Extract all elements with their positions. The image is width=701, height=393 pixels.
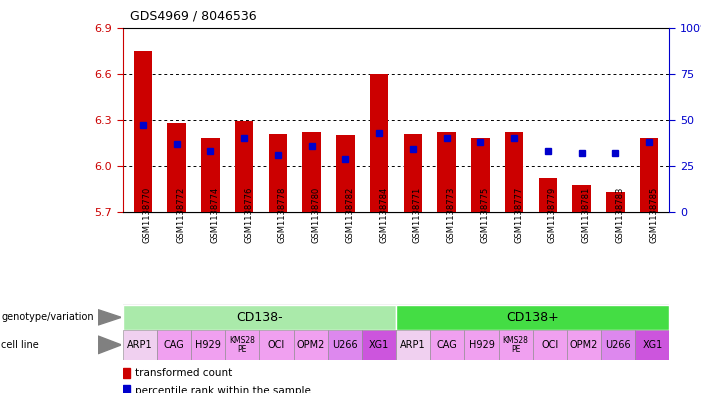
Bar xyxy=(396,305,669,330)
Text: GSM1138770: GSM1138770 xyxy=(143,187,152,243)
Bar xyxy=(235,121,254,212)
Bar xyxy=(498,330,533,360)
Text: CD138+: CD138+ xyxy=(506,311,559,324)
Text: percentile rank within the sample: percentile rank within the sample xyxy=(135,386,311,393)
Text: CAG: CAG xyxy=(163,340,184,350)
Bar xyxy=(328,330,362,360)
Bar xyxy=(225,330,259,360)
Bar xyxy=(538,178,557,212)
Bar xyxy=(404,134,422,212)
Bar xyxy=(201,138,219,212)
Bar xyxy=(362,330,396,360)
Bar xyxy=(134,51,152,212)
Bar xyxy=(168,123,186,212)
Text: U266: U266 xyxy=(332,340,358,350)
Text: GSM1138774: GSM1138774 xyxy=(210,187,219,243)
Text: KMS28
PE: KMS28 PE xyxy=(503,336,529,354)
Bar xyxy=(302,132,321,212)
Text: CAG: CAG xyxy=(437,340,458,350)
Bar xyxy=(396,330,430,360)
Text: H929: H929 xyxy=(468,340,494,350)
Bar xyxy=(567,330,601,360)
Text: XG1: XG1 xyxy=(369,340,389,350)
Polygon shape xyxy=(98,310,121,325)
Text: H929: H929 xyxy=(195,340,221,350)
Text: OPM2: OPM2 xyxy=(297,340,325,350)
Text: genotype/variation: genotype/variation xyxy=(1,312,94,322)
Text: GSM1138771: GSM1138771 xyxy=(413,187,422,243)
Text: cell line: cell line xyxy=(1,340,39,350)
Text: transformed count: transformed count xyxy=(135,368,232,378)
Text: OPM2: OPM2 xyxy=(570,340,598,350)
Text: KMS28
PE: KMS28 PE xyxy=(229,336,255,354)
Text: GSM1138780: GSM1138780 xyxy=(312,187,320,243)
Bar xyxy=(157,330,191,360)
Text: OCI: OCI xyxy=(541,340,559,350)
Bar xyxy=(123,386,130,393)
Text: GSM1138781: GSM1138781 xyxy=(582,187,591,243)
Bar xyxy=(123,368,130,378)
Text: GSM1138772: GSM1138772 xyxy=(177,187,186,243)
Text: GSM1138776: GSM1138776 xyxy=(244,187,253,243)
Bar xyxy=(465,330,498,360)
Bar xyxy=(123,305,396,330)
Bar xyxy=(471,138,490,212)
Bar xyxy=(294,330,328,360)
Bar xyxy=(259,330,294,360)
Polygon shape xyxy=(98,336,121,354)
Text: CD138-: CD138- xyxy=(236,311,283,324)
Bar xyxy=(601,330,635,360)
Bar xyxy=(336,135,355,212)
Text: GSM1138782: GSM1138782 xyxy=(346,187,355,243)
Bar xyxy=(640,138,658,212)
Bar xyxy=(505,132,524,212)
Bar xyxy=(268,134,287,212)
Bar xyxy=(370,74,388,212)
Bar xyxy=(437,132,456,212)
Bar xyxy=(191,330,225,360)
Text: GSM1138784: GSM1138784 xyxy=(379,187,388,243)
Text: GSM1138773: GSM1138773 xyxy=(447,187,456,243)
Bar xyxy=(430,330,465,360)
Text: GSM1138777: GSM1138777 xyxy=(515,187,523,243)
Text: OCI: OCI xyxy=(268,340,285,350)
Text: GSM1138785: GSM1138785 xyxy=(649,187,658,243)
Text: ARP1: ARP1 xyxy=(127,340,153,350)
Text: GSM1138779: GSM1138779 xyxy=(548,187,557,243)
Text: GDS4969 / 8046536: GDS4969 / 8046536 xyxy=(130,10,257,23)
Bar xyxy=(533,330,567,360)
Bar xyxy=(573,185,591,212)
Text: GSM1138783: GSM1138783 xyxy=(615,187,625,243)
Text: GSM1138778: GSM1138778 xyxy=(278,187,287,243)
Text: ARP1: ARP1 xyxy=(400,340,426,350)
Bar xyxy=(123,330,157,360)
Text: GSM1138775: GSM1138775 xyxy=(480,187,489,243)
Text: XG1: XG1 xyxy=(642,340,662,350)
Bar xyxy=(635,330,669,360)
Bar xyxy=(606,192,625,212)
Text: U266: U266 xyxy=(606,340,631,350)
